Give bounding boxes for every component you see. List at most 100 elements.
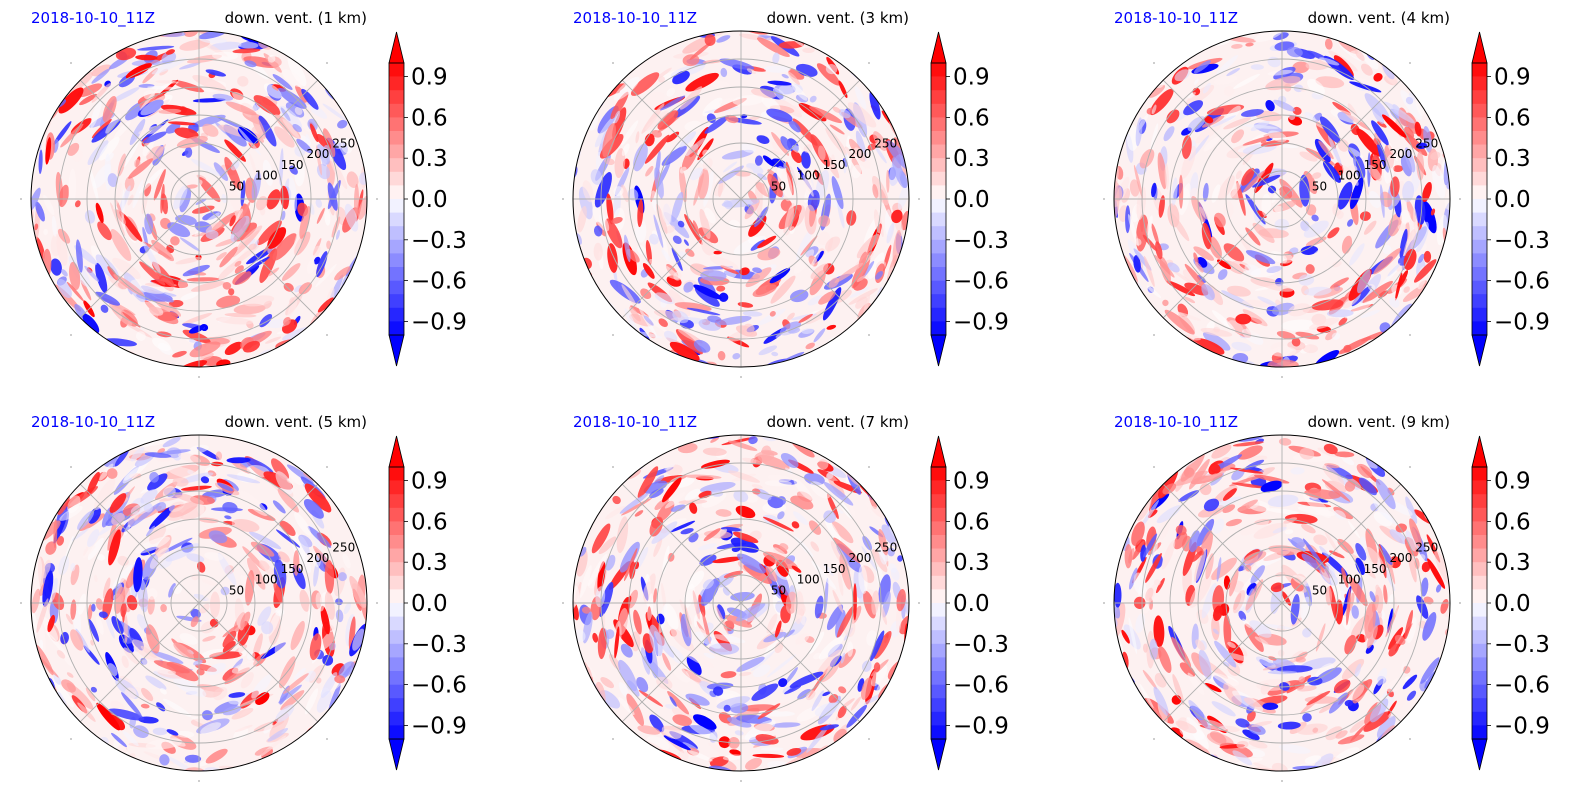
grid-spoke xyxy=(1162,483,1283,604)
colorbar-level xyxy=(1472,144,1487,159)
colorbar-level xyxy=(389,575,404,590)
tick-dot xyxy=(1153,62,1155,64)
colorbar-level xyxy=(389,267,404,281)
colorbar-level xyxy=(389,212,404,227)
colorbar-extend-max xyxy=(930,435,947,468)
colorbar-level xyxy=(931,185,946,200)
colorbar-tick-label: 0.3 xyxy=(1494,550,1531,576)
radial-tick-label: 200 xyxy=(307,147,330,161)
radial-tick-label: 100 xyxy=(1338,169,1361,183)
colorbar-tick-label: 0.3 xyxy=(411,146,448,172)
tick-dot xyxy=(612,738,614,740)
colorbar: 0.9 0.6 0.3 0.0 −0.3 −0.6 −0.9 xyxy=(388,435,467,771)
colorbar-tick-label: −0.3 xyxy=(953,632,1009,658)
grid-spoke xyxy=(198,602,319,723)
colorbar: 0.9 0.6 0.3 0.0 −0.3 −0.6 −0.9 xyxy=(930,31,1009,367)
tick-dot xyxy=(868,466,870,468)
radial-tick-label: 200 xyxy=(1390,147,1413,161)
date-label: 2018-10-10_11Z xyxy=(1114,413,1238,432)
colorbar-tick-label: 0.3 xyxy=(411,550,448,576)
grid-spoke xyxy=(1281,198,1402,319)
tick-dot xyxy=(20,198,22,200)
date-label: 2018-10-10_11Z xyxy=(573,9,697,28)
colorbar-level xyxy=(931,494,946,509)
grid-spoke xyxy=(79,483,200,604)
colorbar-level xyxy=(931,616,946,631)
colorbar-level xyxy=(1472,267,1487,281)
colorbar-level xyxy=(1472,521,1487,536)
colorbar-level xyxy=(1472,616,1487,631)
colorbar-level xyxy=(389,480,404,495)
colorbar-extend-max xyxy=(1471,31,1488,64)
colorbar-tick-label: 0.9 xyxy=(953,65,990,91)
colorbar-level xyxy=(1472,562,1487,577)
grid-spoke xyxy=(1281,483,1402,604)
colorbar-level xyxy=(389,199,404,213)
colorbar-tick-label: 0.6 xyxy=(1494,105,1531,131)
colorbar-tick-label: −0.9 xyxy=(1494,713,1550,739)
colorbar-tick-label: −0.9 xyxy=(411,309,467,335)
colorbar-level xyxy=(1472,684,1487,699)
colorbar-level xyxy=(931,307,946,322)
radial-tick-label: 100 xyxy=(797,573,820,587)
colorbar-level xyxy=(389,90,404,105)
grid-spoke xyxy=(79,198,200,319)
colorbar-tick-label: 0.6 xyxy=(411,509,448,535)
colorbar-level xyxy=(1472,199,1487,213)
colorbar-level xyxy=(931,212,946,227)
grid-spoke xyxy=(1162,198,1283,319)
radial-tick-label: 50 xyxy=(771,179,786,193)
tick-dot xyxy=(326,466,328,468)
tick-dot xyxy=(1459,198,1461,200)
colorbar-level xyxy=(389,117,404,132)
colorbar-level xyxy=(931,684,946,699)
colorbar-level xyxy=(931,76,946,91)
colorbar-tick-label: −0.3 xyxy=(953,228,1009,254)
colorbar-tick-label: −0.6 xyxy=(411,673,467,699)
tick-dot xyxy=(612,334,614,336)
tick-dot xyxy=(20,602,22,604)
colorbar-level xyxy=(931,63,946,77)
radial-tick-label: 50 xyxy=(229,583,244,597)
colorbar-level xyxy=(389,630,404,645)
grid-spoke xyxy=(198,483,319,604)
colorbar-level xyxy=(1472,63,1487,77)
colorbar-level xyxy=(389,253,404,268)
tick-dot xyxy=(376,198,378,200)
colorbar-tick-label: 0.9 xyxy=(411,469,448,495)
colorbar-level xyxy=(1472,535,1487,549)
grid-spoke xyxy=(1281,602,1402,723)
colorbar-tick-label: 0.0 xyxy=(953,187,990,213)
colorbar-level xyxy=(389,280,404,295)
colorbar-level xyxy=(931,117,946,132)
radial-tick-label: 150 xyxy=(823,158,846,172)
colorbar-tick-label: 0.9 xyxy=(953,469,990,495)
colorbar-level xyxy=(931,521,946,536)
colorbar-level xyxy=(931,467,946,481)
tick-dot xyxy=(1459,602,1461,604)
colorbar-level xyxy=(389,494,404,509)
colorbar-tick-label: 0.3 xyxy=(953,146,990,172)
radial-tick-label: 250 xyxy=(332,136,355,150)
radial-tick-label: 150 xyxy=(281,562,304,576)
grid-spoke xyxy=(740,602,861,723)
tick-dot xyxy=(1281,780,1283,782)
colorbar-level xyxy=(931,239,946,254)
colorbar-level xyxy=(1472,90,1487,105)
radial-tick-label: 150 xyxy=(1364,158,1387,172)
colorbar-level xyxy=(1472,507,1487,522)
grid-spoke xyxy=(621,198,742,319)
date-label: 2018-10-10_11Z xyxy=(1114,9,1238,28)
colorbar-level xyxy=(389,616,404,631)
colorbar-level xyxy=(1472,294,1487,309)
colorbar-tick-label: 0.3 xyxy=(953,550,990,576)
colorbar-level xyxy=(931,480,946,495)
colorbar-level xyxy=(1472,480,1487,495)
tick-dot xyxy=(612,62,614,64)
colorbar-level xyxy=(1472,698,1487,713)
colorbar-level xyxy=(389,158,404,173)
colorbar-tick-label: −0.6 xyxy=(953,269,1009,295)
tick-dot xyxy=(868,334,870,336)
